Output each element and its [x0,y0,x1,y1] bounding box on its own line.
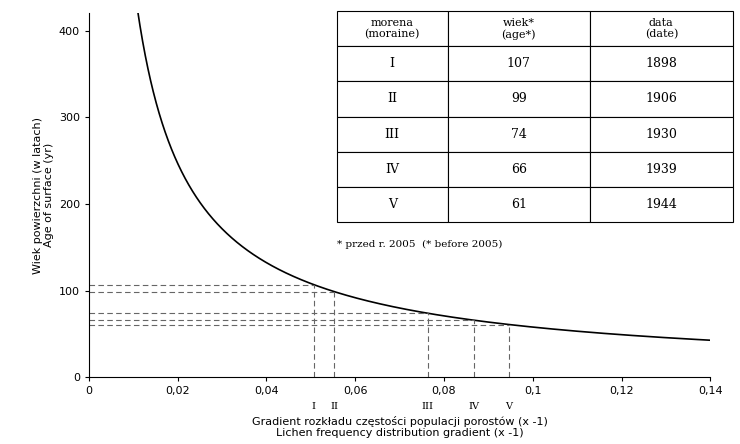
Text: wiek*
(age*): wiek* (age*) [502,17,536,40]
Text: * przed r. 2005  (* before 2005): * przed r. 2005 (* before 2005) [337,240,502,249]
Text: III: III [385,127,400,141]
Text: 1939: 1939 [645,163,677,176]
Text: morena
(moraine): morena (moraine) [364,18,420,40]
Text: I: I [312,402,316,411]
Text: 1930: 1930 [645,127,677,141]
Text: 1898: 1898 [645,57,677,70]
Text: IV: IV [468,402,480,411]
Text: II: II [330,402,338,411]
Text: I: I [390,57,394,70]
Text: II: II [387,92,397,106]
X-axis label: Gradient rozkładu częstości populacji porostów (x -1)
Lichen frequency distribut: Gradient rozkładu częstości populacji po… [252,416,548,439]
Text: 61: 61 [511,198,527,211]
Text: 1944: 1944 [645,198,677,211]
Text: 107: 107 [507,57,531,70]
Text: 99: 99 [511,92,527,106]
Text: data
(date): data (date) [645,18,678,40]
Text: $y = 7{,}307x^{-0{,}90}$: $y = 7{,}307x^{-0{,}90}$ [453,49,589,73]
Text: IV: IV [385,163,399,176]
Text: V: V [505,402,512,411]
Y-axis label: Wiek powierzchni (w latach)
Age of surface (yr): Wiek powierzchni (w latach) Age of surfa… [33,117,55,274]
Text: 74: 74 [511,127,527,141]
Text: V: V [388,198,397,211]
Text: III: III [422,402,434,411]
Text: 1906: 1906 [645,92,677,106]
Text: 66: 66 [511,163,527,176]
